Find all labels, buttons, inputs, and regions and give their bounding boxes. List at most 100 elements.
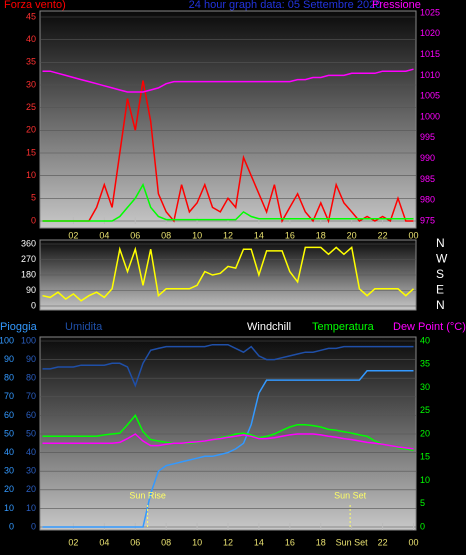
y-tick-label: 0 <box>9 521 14 531</box>
y2-tick-label: 1010 <box>420 70 440 80</box>
y2-tick-label: 990 <box>420 153 435 163</box>
y2-tick-label: 5 <box>420 498 425 508</box>
y3-tick-label: 50 <box>26 428 36 438</box>
y3-tick-label: 30 <box>26 466 36 476</box>
x-tick-label: 18 <box>316 230 326 240</box>
chart-title: 24 hour graph data: 05 Settembre 2020 <box>189 0 382 11</box>
y2-tick-label: 1000 <box>420 111 440 121</box>
x-tick-label: 14 <box>254 537 264 547</box>
y-tick-label: 5 <box>31 193 36 203</box>
y-tick-label: 20 <box>26 125 36 135</box>
series-line <box>42 68 414 93</box>
legend-label: Pioggia <box>0 321 38 333</box>
y3-tick-label: 70 <box>26 391 36 401</box>
x-tick-label: 00 <box>408 230 418 240</box>
y2-tick-label: 15 <box>420 452 430 462</box>
y2-tick-label: S <box>436 267 444 281</box>
y-axis-label: Forza vento) <box>4 0 66 11</box>
y2-tick-label: 0 <box>420 521 425 531</box>
y3-tick-label: 80 <box>26 373 36 383</box>
y2-tick-label: 995 <box>420 132 435 142</box>
y-tick-label: 80 <box>4 373 14 383</box>
y-tick-label: 50 <box>4 428 14 438</box>
y2-tick-label: 30 <box>420 382 430 392</box>
x-tick-label: 16 <box>285 230 295 240</box>
x-tick-label: 08 <box>161 537 171 547</box>
y2-tick-label: N <box>436 298 445 312</box>
series-line <box>42 182 414 222</box>
series-line <box>42 414 414 452</box>
x-tick-label: 08 <box>161 230 171 240</box>
series-line <box>42 433 414 450</box>
legend-label: Umidita <box>65 321 103 333</box>
y-tick-label: 100 <box>0 335 14 345</box>
y-tick-label: 0 <box>31 300 36 310</box>
y-tick-label: 90 <box>26 285 36 295</box>
y2-tick-label: 1015 <box>420 49 440 59</box>
x-tick-label: 04 <box>99 230 109 240</box>
y2-tick-label: 35 <box>420 359 430 369</box>
y3-tick-label: 0 <box>31 521 36 531</box>
y2-tick-label: 975 <box>420 215 435 225</box>
x-tick-label: 12 <box>223 537 233 547</box>
x-tick-label: 10 <box>192 537 202 547</box>
y-tick-label: 25 <box>26 102 36 112</box>
y2-tick-label: 20 <box>420 428 430 438</box>
y2-tick-label: 1005 <box>420 91 440 101</box>
y2-tick-label: 980 <box>420 195 435 205</box>
y-tick-label: 20 <box>4 484 14 494</box>
x-tick-label: 18 <box>316 537 326 547</box>
y2-tick-label: E <box>436 283 444 297</box>
x-tick-label: 22 <box>378 537 388 547</box>
y3-tick-label: 60 <box>26 410 36 420</box>
x-tick-label: 20 <box>347 230 357 240</box>
x-tick-label: 00 <box>408 537 418 547</box>
y-tick-label: 90 <box>4 354 14 364</box>
y3-tick-label: 100 <box>21 335 36 345</box>
y-tick-label: 40 <box>26 34 36 44</box>
x-tick-label: 06 <box>130 537 140 547</box>
y-tick-label: 10 <box>4 503 14 513</box>
y-tick-label: 70 <box>4 391 14 401</box>
y3-tick-label: 20 <box>26 484 36 494</box>
y-tick-label: 10 <box>26 170 36 180</box>
y2-tick-label: 1025 <box>420 7 440 17</box>
y3-tick-label: 90 <box>26 354 36 364</box>
y2-tick-label: 40 <box>420 335 430 345</box>
x-tick-label: 16 <box>285 537 295 547</box>
y-tick-label: 40 <box>4 447 14 457</box>
y2-axis-label: Pressione <box>372 0 421 11</box>
annotation: Sun Set <box>334 490 367 500</box>
plot-area <box>39 10 417 229</box>
x-tick-label: 04 <box>99 537 109 547</box>
x-tick-label: Sun Set <box>336 537 369 547</box>
y-tick-label: 45 <box>26 11 36 21</box>
series-line <box>42 343 414 388</box>
x-tick-label: 10 <box>192 230 202 240</box>
y-tick-label: 360 <box>21 238 36 248</box>
series-line <box>42 245 415 302</box>
y2-tick-label: 25 <box>420 405 430 415</box>
y-tick-label: 270 <box>21 254 36 264</box>
y2-tick-label: 1020 <box>420 28 440 38</box>
y-tick-label: 0 <box>31 215 36 225</box>
x-tick-label: 12 <box>223 230 233 240</box>
y-tick-label: 30 <box>26 79 36 89</box>
y2-tick-label: W <box>436 252 448 266</box>
y2-tick-label: N <box>436 236 445 250</box>
x-tick-label: 14 <box>254 230 264 240</box>
x-tick-label: 06 <box>130 230 140 240</box>
legend-label: Temperatura <box>312 321 375 333</box>
series-line <box>42 80 414 224</box>
y3-tick-label: 40 <box>26 447 36 457</box>
annotation: Sun Rise <box>129 490 166 500</box>
y-tick-label: 60 <box>4 410 14 420</box>
y2-tick-label: 985 <box>420 174 435 184</box>
y-tick-label: 15 <box>26 147 36 157</box>
legend-label: Windchill <box>247 321 291 333</box>
y-tick-label: 35 <box>26 57 36 67</box>
x-tick-label: 02 <box>68 230 78 240</box>
y2-tick-label: 10 <box>420 475 430 485</box>
